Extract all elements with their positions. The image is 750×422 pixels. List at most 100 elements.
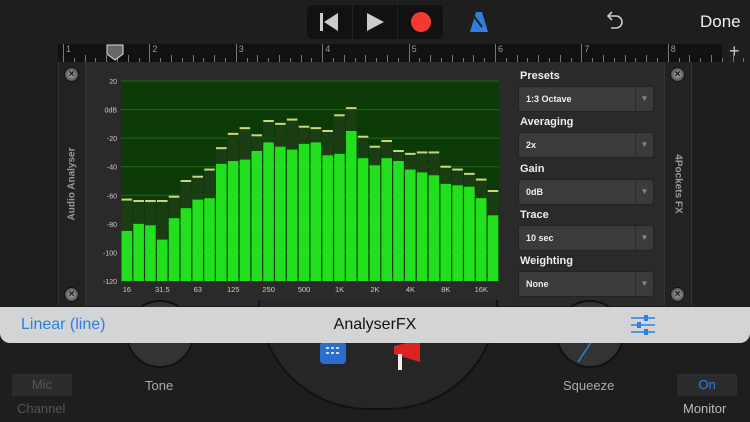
brand-label: 4Pockets FX — [672, 154, 684, 214]
peak-hold-region — [227, 133, 239, 161]
y-tick-label: -20 — [107, 136, 117, 143]
peak-marker — [263, 120, 274, 122]
peak-marker — [475, 178, 487, 181]
ruler-tick — [635, 58, 637, 62]
ruler-tick — [235, 44, 237, 62]
peak-hold-region — [334, 115, 345, 154]
mode-button[interactable]: Linear (line) — [21, 316, 106, 333]
undo-icon[interactable] — [603, 11, 625, 33]
ruler-tick — [160, 58, 162, 62]
peak-marker — [487, 190, 499, 192]
peak-marker — [133, 200, 144, 202]
level-bar — [204, 198, 215, 281]
level-bar — [381, 158, 392, 281]
x-tick-label: 125 — [227, 285, 240, 294]
playhead-handle[interactable] — [106, 44, 124, 61]
level-bar — [239, 159, 251, 281]
audio-analyser-label: Audio Analyser — [66, 147, 78, 221]
level-bar — [464, 186, 475, 281]
control-label: Weighting — [520, 255, 573, 268]
monitor-on-button[interactable]: On — [677, 374, 737, 396]
mic-button[interactable]: Mic — [12, 374, 72, 396]
level-bar — [192, 199, 203, 281]
ruler-bar-number: 5 — [411, 44, 417, 54]
peak-marker — [298, 125, 310, 128]
level-bar — [487, 215, 499, 281]
metronome-icon[interactable] — [469, 11, 489, 33]
skip-back-button[interactable] — [307, 5, 353, 39]
right-strip: 4Pockets FX — [664, 62, 692, 306]
peak-marker — [440, 165, 452, 168]
ruler-tick — [689, 55, 691, 62]
add-button[interactable]: + — [729, 41, 740, 61]
monitor-label: Monitor — [683, 401, 727, 416]
select-value: 1:3 Octave — [526, 94, 572, 104]
record-icon — [410, 12, 431, 32]
ruler-tick — [95, 58, 97, 62]
averaging-select[interactable]: 2x ▼ — [518, 132, 654, 159]
ruler-tick — [203, 58, 205, 62]
peak-marker — [322, 130, 333, 132]
peak-marker — [393, 150, 404, 152]
select-value: 2x — [526, 140, 537, 151]
ruler-tick — [559, 55, 561, 62]
ruler-bar-number: 4 — [325, 44, 331, 54]
presets-select[interactable]: 1:3 Octave ▼ — [518, 86, 654, 112]
peak-hold-region — [121, 199, 133, 231]
ruler-tick — [246, 58, 248, 62]
ruler-tick — [538, 55, 540, 62]
select-value: None — [526, 279, 549, 290]
ruler-tick — [721, 58, 723, 62]
level-bar — [298, 143, 310, 281]
chevron-down-icon: ▼ — [635, 179, 653, 204]
peak-hold-region — [204, 169, 215, 199]
gain-select[interactable]: 0dB ▼ — [518, 178, 654, 205]
screw-icon: × — [670, 67, 685, 82]
peak-marker — [227, 132, 239, 135]
play-icon — [367, 13, 384, 31]
level-bar — [168, 218, 180, 281]
ruler-tick — [63, 44, 64, 62]
level-bar — [452, 185, 463, 281]
peak-hold-region — [239, 128, 251, 160]
peak-marker — [310, 127, 322, 130]
screw-icon: × — [64, 287, 79, 302]
ruler-bar-number: 7 — [584, 44, 590, 54]
ruler-tick — [516, 55, 518, 62]
ruler-tick — [343, 55, 345, 62]
ruler-tick — [624, 55, 626, 62]
peak-marker — [405, 152, 416, 155]
ruler-tick — [581, 44, 583, 62]
trace-select[interactable]: 10 sec ▼ — [518, 224, 654, 251]
peak-marker — [452, 168, 463, 171]
ruler-tick — [592, 58, 594, 62]
level-bar — [227, 161, 239, 281]
ruler-tick — [225, 58, 226, 62]
screw-icon: × — [64, 67, 79, 82]
peak-hold-region — [452, 169, 463, 186]
weighting-select[interactable]: None ▼ — [518, 271, 654, 298]
control-label: Averaging — [520, 116, 574, 129]
level-bar — [156, 239, 168, 281]
record-button[interactable] — [398, 5, 443, 39]
y-tick-label: 0dB — [105, 108, 118, 115]
x-tick-label: 4K — [406, 285, 415, 294]
control-label: Presets — [520, 70, 560, 82]
level-bar — [286, 149, 298, 281]
ruler-tick — [657, 58, 658, 62]
timeline-ruler[interactable]: 1 2 3 4 5 6 7 8 — [58, 44, 745, 62]
peak-marker — [428, 151, 440, 154]
x-tick-label: 16K — [475, 285, 488, 294]
play-button[interactable] — [353, 5, 399, 39]
peak-marker — [381, 140, 392, 142]
chevron-down-icon: ▼ — [635, 87, 653, 111]
done-button[interactable]: Done — [700, 12, 741, 31]
sliders-icon[interactable] — [630, 314, 656, 336]
level-bar — [440, 183, 452, 281]
peak-hold-region — [464, 173, 475, 187]
ruler-tick — [549, 58, 550, 62]
peak-marker — [369, 145, 381, 148]
ruler-tick — [603, 55, 604, 62]
level-bar — [263, 142, 274, 281]
y-tick-label: -120 — [103, 279, 117, 286]
